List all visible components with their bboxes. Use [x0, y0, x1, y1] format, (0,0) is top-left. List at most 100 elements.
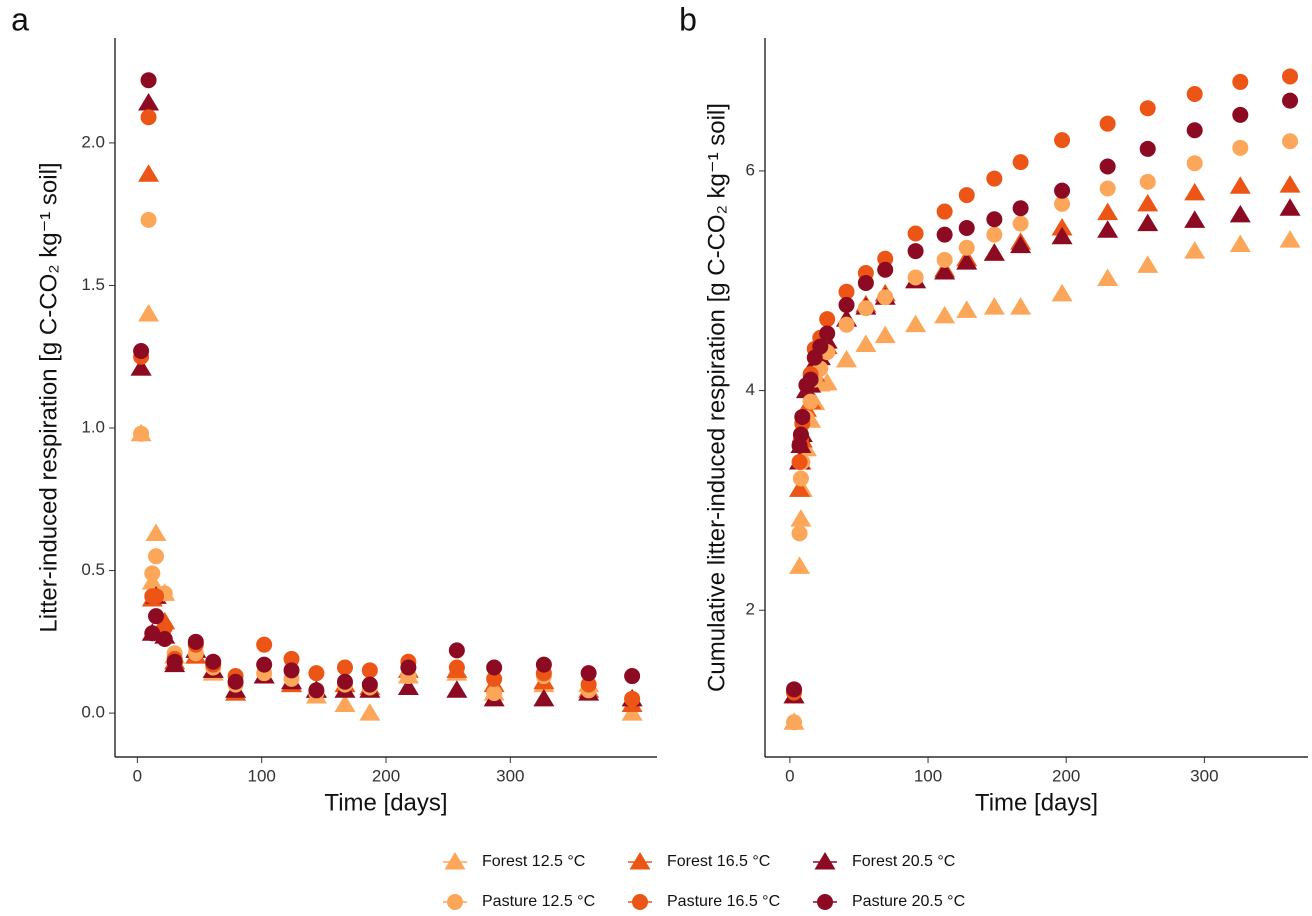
- circle-marker: [1186, 155, 1203, 172]
- triangle-marker: [934, 261, 956, 280]
- circle-marker: [148, 548, 165, 565]
- circle-marker: [336, 673, 353, 690]
- circle-marker: [786, 681, 803, 698]
- circle-marker: [1232, 139, 1249, 156]
- legend-marker: [632, 894, 648, 910]
- triangle-marker: [983, 243, 1005, 261]
- triangle-marker: [1097, 220, 1119, 238]
- y-tick-label: 1.5: [81, 275, 105, 294]
- circle-marker: [283, 650, 300, 667]
- triangle-marker: [956, 252, 978, 270]
- circle-marker: [144, 625, 161, 642]
- circle-marker: [156, 619, 173, 636]
- circle-marker: [877, 261, 894, 278]
- circle-marker: [958, 187, 975, 204]
- triangle-marker: [816, 372, 838, 391]
- circle-marker: [1232, 106, 1249, 123]
- triangle-marker: [1137, 193, 1159, 212]
- circle-marker: [148, 588, 165, 605]
- circle-marker: [819, 325, 836, 342]
- triangle-marker: [905, 314, 927, 333]
- circle-marker: [802, 393, 819, 410]
- circle-marker: [156, 630, 173, 647]
- y-axis-title: Litter-induced respiration [g C-CO₂ kg⁻¹…: [35, 162, 62, 632]
- circle-marker: [448, 642, 465, 659]
- circle-marker: [936, 251, 953, 268]
- circle-marker: [1099, 115, 1116, 132]
- triangle-marker: [1097, 202, 1119, 221]
- x-tick-label: 100: [914, 766, 942, 785]
- circle-marker: [140, 109, 157, 126]
- circle-marker: [400, 659, 417, 676]
- x-tick-label: 300: [496, 766, 524, 785]
- triangle-marker: [874, 325, 896, 344]
- circle-marker: [857, 300, 874, 317]
- circle-marker: [1139, 100, 1156, 117]
- circle-marker: [148, 608, 165, 625]
- x-tick-label: 200: [372, 766, 400, 785]
- circle-marker: [877, 289, 894, 306]
- circle-marker: [1139, 173, 1156, 190]
- circle-marker: [838, 283, 855, 300]
- circle-marker: [256, 636, 273, 653]
- triangle-marker: [1184, 182, 1206, 201]
- triangle-marker: [1279, 175, 1301, 193]
- triangle-marker: [983, 297, 1005, 315]
- circle-marker: [1054, 195, 1071, 212]
- circle-marker: [1282, 133, 1299, 150]
- circle-marker: [486, 670, 503, 687]
- circle-marker: [336, 659, 353, 676]
- triangle-marker: [1184, 210, 1206, 228]
- circle-marker: [140, 211, 157, 228]
- circle-marker: [838, 316, 855, 333]
- circle-marker: [786, 714, 803, 731]
- circle-marker: [857, 274, 874, 291]
- triangle-marker: [1010, 235, 1032, 254]
- circle-marker: [205, 653, 222, 670]
- circle-marker: [1186, 86, 1203, 103]
- x-tick-label: 200: [1052, 766, 1080, 785]
- y-tick-label: 0.0: [81, 703, 105, 722]
- triangle-marker: [334, 694, 356, 713]
- triangle-marker: [138, 303, 160, 322]
- legend-marker: [814, 852, 836, 870]
- circle-marker: [1012, 154, 1029, 171]
- circle-marker: [187, 633, 204, 650]
- y-axis-title: Cumulative litter-induced respiration [g…: [703, 103, 730, 692]
- triangle-marker: [1229, 234, 1251, 252]
- circle-marker: [624, 690, 641, 707]
- circle-marker: [907, 225, 924, 242]
- circle-marker: [986, 170, 1003, 187]
- circle-marker: [535, 656, 552, 673]
- circle-marker: [907, 269, 924, 286]
- y-tick-label: 2: [746, 600, 755, 619]
- legend-label: Pasture 16.5 °C: [667, 893, 780, 910]
- triangle-marker: [1279, 230, 1301, 248]
- legend-label: Forest 16.5 °C: [667, 853, 770, 870]
- legend-label: Pasture 20.5 °C: [852, 893, 965, 910]
- triangle-marker: [1229, 176, 1251, 194]
- triangle-marker: [1051, 218, 1073, 236]
- triangle-marker: [836, 349, 858, 368]
- circle-marker: [792, 470, 809, 487]
- circle-marker: [802, 371, 819, 388]
- x-tick-label: 0: [133, 766, 142, 785]
- circle-marker: [256, 656, 273, 673]
- triangle-marker: [1097, 268, 1119, 287]
- x-axis-title: Time [days]: [324, 789, 447, 816]
- circle-marker: [308, 665, 325, 682]
- circle-marker: [624, 668, 641, 685]
- triangle-marker: [359, 703, 381, 721]
- circle-marker: [936, 226, 953, 243]
- circle-marker: [486, 659, 503, 676]
- circle-marker: [580, 676, 597, 693]
- triangle-marker: [138, 93, 160, 111]
- circle-marker: [361, 662, 378, 679]
- triangle-marker: [790, 509, 812, 527]
- circle-marker: [907, 243, 924, 260]
- triangle-marker: [934, 305, 956, 324]
- triangle-marker: [1051, 283, 1073, 302]
- circle-marker: [792, 426, 809, 443]
- triangle-marker: [1051, 226, 1073, 245]
- triangle-marker: [1229, 204, 1251, 223]
